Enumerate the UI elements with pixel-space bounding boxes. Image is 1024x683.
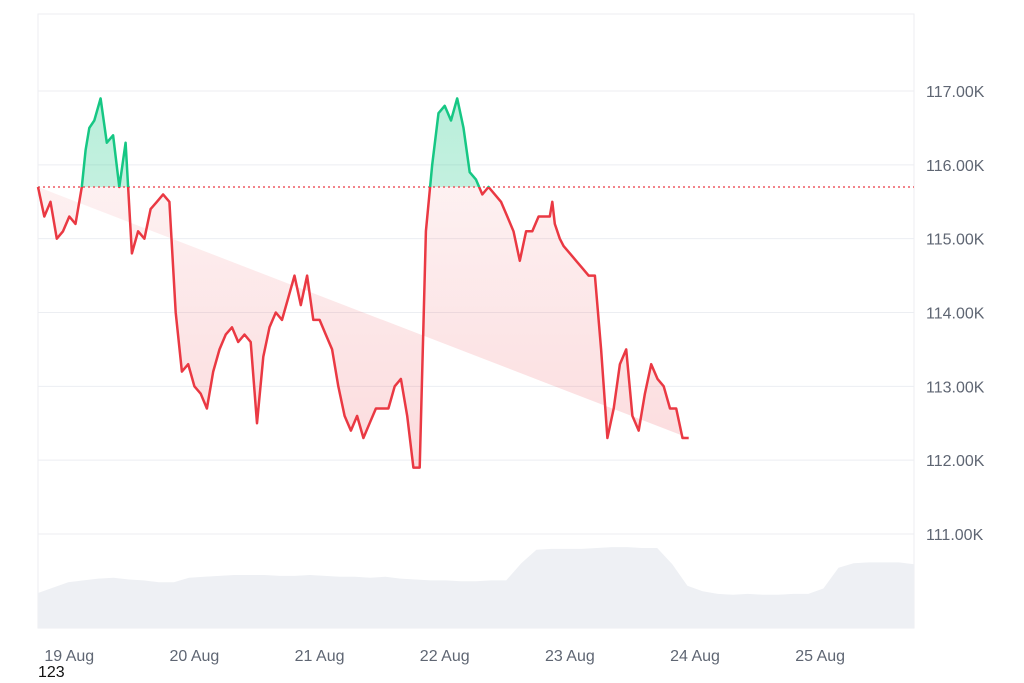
- y-tick-label: 112.00K: [926, 453, 985, 470]
- x-tick-label: 24 Aug: [670, 648, 720, 665]
- x-tick-label: 23 Aug: [545, 648, 595, 665]
- volume-area: [38, 547, 914, 628]
- fill-below-baseline: [38, 187, 689, 468]
- x-axis: 19 Aug 20 Aug 21 Aug 22 Aug 23 Aug 24 Aug 25 A…: [44, 648, 845, 665]
- x-tick-label: 21 Aug: [295, 648, 345, 665]
- y-tick-label: 115.00K: [926, 232, 985, 249]
- y-tick-label: 117.00K: [926, 84, 985, 101]
- y-tick-label: 116.00K: [926, 158, 985, 175]
- y-tick-label: 111.00K: [926, 527, 984, 544]
- y-tick-label: 113.00K: [926, 379, 985, 396]
- x-tick-label: 20 Aug: [170, 648, 220, 665]
- y-tick-label: 114.00K: [926, 306, 985, 323]
- price-line-down: [36, 187, 689, 469]
- corner-label: 123: [38, 664, 65, 681]
- x-tick-label: 19 Aug: [44, 648, 94, 665]
- x-tick-label: 22 Aug: [420, 648, 470, 665]
- x-tick-label: 25 Aug: [795, 648, 845, 665]
- y-axis: 117.00K 116.00K 115.00K 114.00K 113.00K 112.0…: [926, 84, 985, 544]
